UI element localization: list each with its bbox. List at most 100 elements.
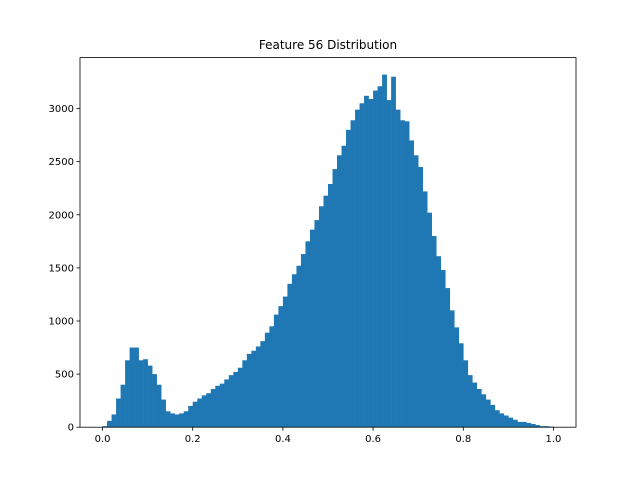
histogram-bar [427, 212, 433, 428]
histogram-bar [224, 379, 230, 428]
x-tick-label: 0.6 [365, 434, 381, 445]
x-tick-label: 0.0 [95, 434, 111, 445]
histogram-bar [418, 166, 423, 428]
histogram-bar [228, 375, 234, 428]
histogram-bar [517, 421, 523, 428]
histogram-bar [368, 99, 374, 428]
x-tick-label: 0.8 [455, 434, 471, 445]
histogram-bar [134, 347, 139, 428]
histogram-bar [210, 388, 216, 428]
histogram-bar [296, 265, 302, 428]
histogram-bar [377, 86, 383, 428]
histogram-bar [521, 421, 527, 428]
bars-group [102, 74, 554, 428]
histogram-bar [174, 414, 180, 428]
histogram-bar [125, 360, 130, 428]
histogram-bar [359, 103, 365, 428]
histogram-bar [147, 365, 153, 428]
x-tick-label: 1.0 [546, 434, 562, 445]
axes-frame [79, 57, 577, 428]
histogram-bar [400, 120, 405, 428]
histogram-bar [251, 350, 257, 428]
histogram-bar [273, 314, 279, 428]
histogram-bar [485, 399, 491, 428]
histogram-bar [219, 383, 225, 428]
histogram-bar [386, 100, 392, 428]
histogram-bar [323, 195, 329, 428]
histogram-bar [260, 341, 266, 428]
histogram-bar [413, 155, 419, 428]
histogram-bar [467, 375, 473, 428]
histogram-bar [364, 95, 369, 428]
histogram-bar [206, 393, 212, 428]
histogram-bar [476, 388, 482, 428]
histogram-bar [201, 395, 207, 428]
histogram-bar [355, 109, 360, 428]
histogram-bar [539, 426, 545, 428]
histogram-bar [508, 417, 514, 428]
histogram-bar [318, 206, 324, 428]
histogram-bar [535, 425, 541, 428]
histogram-bar [328, 183, 333, 428]
histogram-bar [107, 420, 112, 428]
histogram-bar [341, 145, 347, 428]
histogram-bar [116, 398, 121, 428]
histogram-bar [242, 360, 248, 428]
y-tick-label: 500 [55, 370, 74, 381]
histogram-bar [472, 382, 478, 428]
histogram-bar [391, 76, 396, 428]
histogram-bar [300, 254, 306, 428]
histogram-bar [282, 296, 288, 428]
histogram-bar [422, 191, 428, 428]
histogram-bar [255, 346, 261, 428]
histogram-bar [404, 121, 410, 428]
chart-title: Feature 56 Distribution [259, 38, 397, 52]
histogram-bar [463, 360, 469, 428]
histogram-bar [436, 256, 442, 428]
histogram-bar [499, 413, 505, 428]
histogram-bar [490, 404, 496, 428]
histogram-bar [314, 220, 320, 428]
histogram-bar [179, 413, 185, 428]
histogram-bar [138, 360, 144, 428]
histogram-bar [156, 384, 162, 428]
histogram-bar [332, 169, 338, 428]
histogram-bar [165, 411, 171, 428]
histogram-bar [237, 367, 243, 428]
histogram-bar [305, 241, 311, 428]
histogram-bar [526, 422, 532, 428]
histogram-bar [233, 371, 239, 428]
x-tick-label: 0.4 [275, 434, 291, 445]
histogram-bar [373, 90, 378, 428]
x-tick-label: 0.2 [185, 434, 201, 445]
histogram-bar [197, 398, 203, 428]
histogram-bar [512, 419, 518, 428]
histogram-bar [111, 414, 117, 428]
histogram-bar [170, 413, 175, 428]
histogram-bar [192, 401, 198, 428]
histogram-bar [440, 270, 446, 428]
histogram-bar [120, 384, 126, 428]
histogram-bar [350, 120, 356, 428]
y-tick-label: 1500 [49, 263, 74, 274]
y-tick-label: 0 [68, 423, 74, 434]
histogram-bar [395, 109, 401, 428]
histogram-bar [161, 399, 166, 428]
histogram-bar [188, 405, 194, 428]
histogram-bar [309, 229, 315, 428]
histogram-bar [458, 343, 464, 428]
histogram-bar [246, 353, 252, 428]
histogram-bar [278, 306, 284, 428]
histogram-bar [183, 411, 189, 428]
histogram-bar [346, 129, 351, 428]
y-tick-label: 3000 [49, 104, 74, 115]
y-tick-label: 1000 [49, 316, 74, 327]
histogram-bar [544, 426, 550, 428]
histogram-bar [503, 415, 509, 428]
histogram-bar [431, 236, 437, 428]
y-tick-label: 2000 [49, 210, 74, 221]
histogram-bar [291, 274, 297, 428]
histogram-bar [264, 332, 270, 428]
histogram-bar [152, 374, 157, 428]
